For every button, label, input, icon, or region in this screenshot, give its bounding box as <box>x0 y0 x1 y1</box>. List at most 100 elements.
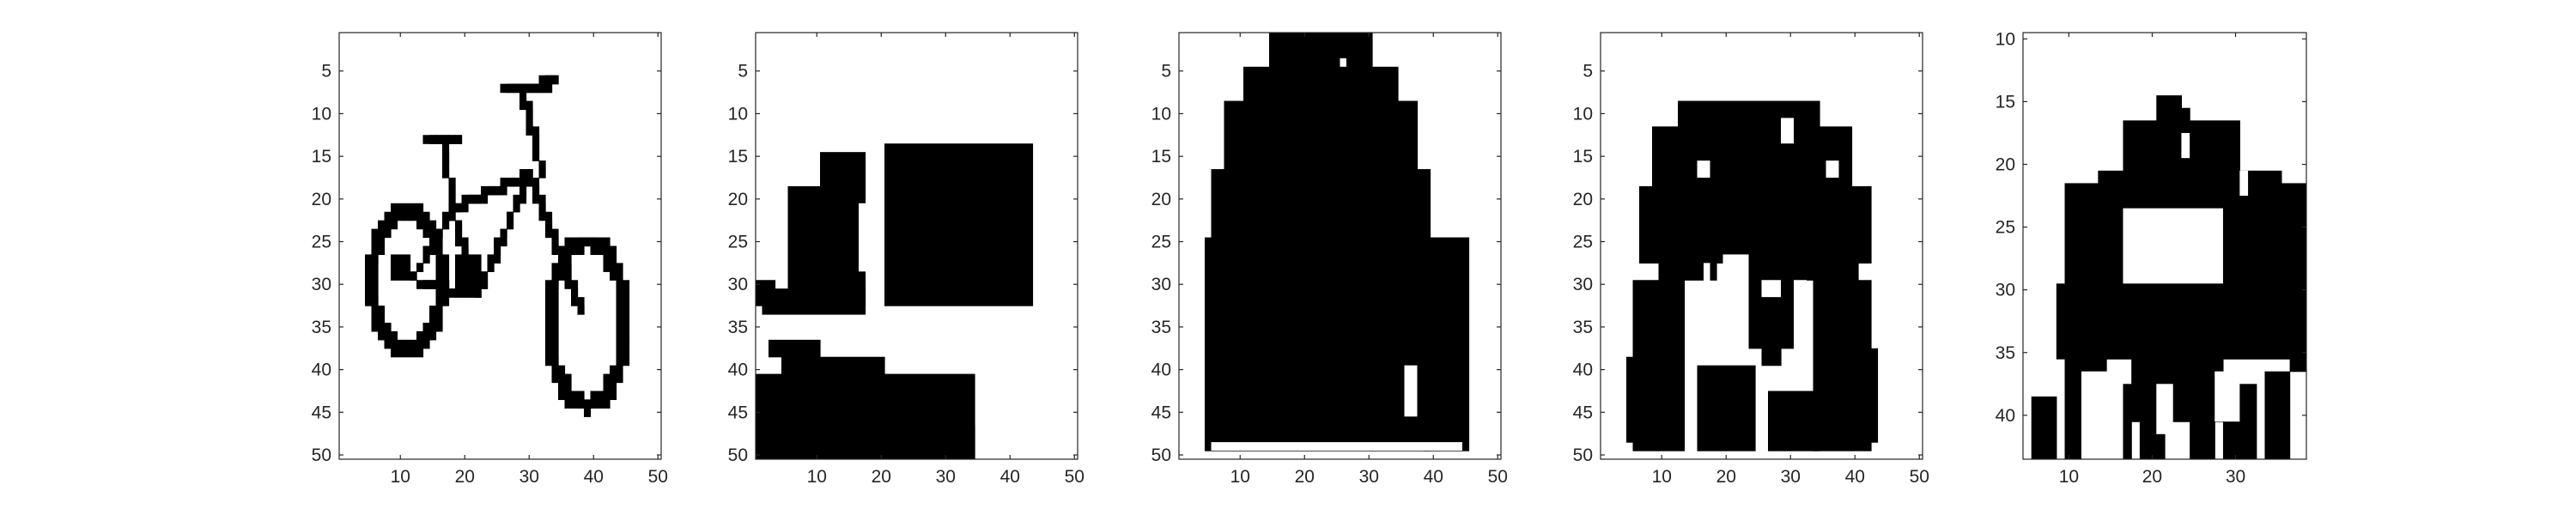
x-tick-label: 20 <box>455 467 475 487</box>
pixel-block <box>435 288 443 298</box>
pixel-block <box>519 194 527 204</box>
pixel-block <box>397 203 404 213</box>
pixel-block <box>623 288 630 298</box>
y-tick-label: 25 <box>312 233 331 252</box>
pixel-block <box>519 185 527 196</box>
y-tick-label: 20 <box>312 190 331 209</box>
pixel-block <box>519 92 527 102</box>
pixel-block <box>610 245 617 256</box>
pixel-image-crab <box>2031 95 2306 459</box>
pixel-block <box>551 263 559 272</box>
pixel-block <box>487 254 495 264</box>
pixel-block <box>545 348 553 358</box>
pixel-block <box>494 237 501 247</box>
pixel-block <box>526 83 533 94</box>
pixel-block <box>538 75 546 85</box>
pixel-gap <box>2215 371 2240 422</box>
pixel-block <box>571 245 579 256</box>
y-tick-label: 50 <box>312 445 331 465</box>
pixel-block <box>422 339 430 349</box>
pixel-block <box>564 373 572 384</box>
pixel-block <box>416 339 424 349</box>
pixel-block <box>616 365 623 375</box>
pixel-block <box>590 237 598 247</box>
pixel-block <box>513 194 520 204</box>
pixel-block <box>378 306 386 315</box>
pixel-block <box>577 391 585 401</box>
pixel-gap <box>1704 263 1710 340</box>
pixel-block <box>455 254 482 289</box>
pixel-block <box>474 288 482 298</box>
axes-frame <box>1178 32 1502 460</box>
pixel-block <box>616 263 623 272</box>
pixel-block <box>397 348 404 358</box>
pixel-block <box>623 356 630 367</box>
pixel-block <box>1424 330 1463 451</box>
pixel-block <box>384 228 392 239</box>
pixel-block <box>564 271 572 281</box>
pixel-block <box>442 263 450 272</box>
pixel-block <box>378 330 386 341</box>
x-tick-label: 10 <box>1230 467 1250 487</box>
pixel-block <box>429 322 437 332</box>
panel-bicycle: 10 20 30 40 50 5 10 15 20 25 30 35 40 45 50 <box>312 32 668 487</box>
pixel-gap <box>2156 384 2173 434</box>
pixel-block <box>513 177 520 187</box>
pixel-block <box>481 194 489 204</box>
pixel-block <box>429 330 437 341</box>
pixel-block <box>526 177 533 187</box>
pixel-block <box>384 322 392 332</box>
x-tick-label: 20 <box>1295 467 1315 487</box>
y-tick-label: 35 <box>312 318 331 337</box>
y-tick-label: 10 <box>1996 29 2015 49</box>
pixel-block <box>551 322 559 332</box>
pixel-gap <box>1826 161 1839 178</box>
y-tick-label: 40 <box>1151 360 1171 380</box>
y-tick-label: 35 <box>1151 318 1171 337</box>
pixel-block <box>391 330 398 341</box>
pixel-block <box>435 271 443 281</box>
pixel-block <box>590 245 598 256</box>
pixel-block <box>756 373 975 459</box>
pixel-block <box>410 339 417 349</box>
pixel-gap <box>2123 208 2223 284</box>
y-tick-label: 10 <box>312 104 331 124</box>
pixel-block <box>494 185 501 196</box>
pixel-block <box>551 373 559 384</box>
pixel-block <box>435 245 443 256</box>
y-tick-label: 15 <box>1996 92 2015 112</box>
pixel-block <box>526 109 533 118</box>
pixel-block <box>391 348 398 358</box>
pixel-block <box>422 254 430 264</box>
y-tick-label: 40 <box>312 360 331 380</box>
pixel-block <box>365 263 373 272</box>
pixel-block <box>597 399 605 409</box>
y-tick-label: 40 <box>728 360 748 380</box>
pixel-block <box>616 306 623 315</box>
pixel-block <box>551 330 559 341</box>
pixel-block <box>378 220 386 230</box>
pixel-block <box>890 263 911 298</box>
pixel-block <box>435 314 443 324</box>
pixel-block <box>564 237 572 247</box>
pixel-block <box>564 391 572 401</box>
pixel-block <box>442 161 450 170</box>
pixel-block <box>590 391 598 401</box>
x-tick-label: 20 <box>1716 467 1736 487</box>
y-tick-label: 5 <box>1583 62 1593 82</box>
x-tick-label: 50 <box>648 467 668 487</box>
pixel-block <box>532 135 540 144</box>
panels-group: 10 20 30 40 50 5 10 15 20 25 30 35 40 45 50 10 20 30 40 50 5… <box>312 29 2307 487</box>
pixel-block <box>448 177 456 187</box>
pixel-block <box>2289 333 2306 373</box>
pixel-block <box>416 348 424 358</box>
pixel-block <box>435 263 443 272</box>
pixel-gap <box>2081 371 2123 459</box>
pixel-block <box>461 194 469 204</box>
pixel-block <box>545 356 553 367</box>
pixel-block <box>500 83 507 94</box>
pixel-block <box>532 185 540 196</box>
y-tick-label: 10 <box>1151 104 1171 124</box>
y-tick-label: 40 <box>1996 406 2015 426</box>
pixel-block <box>526 126 533 136</box>
